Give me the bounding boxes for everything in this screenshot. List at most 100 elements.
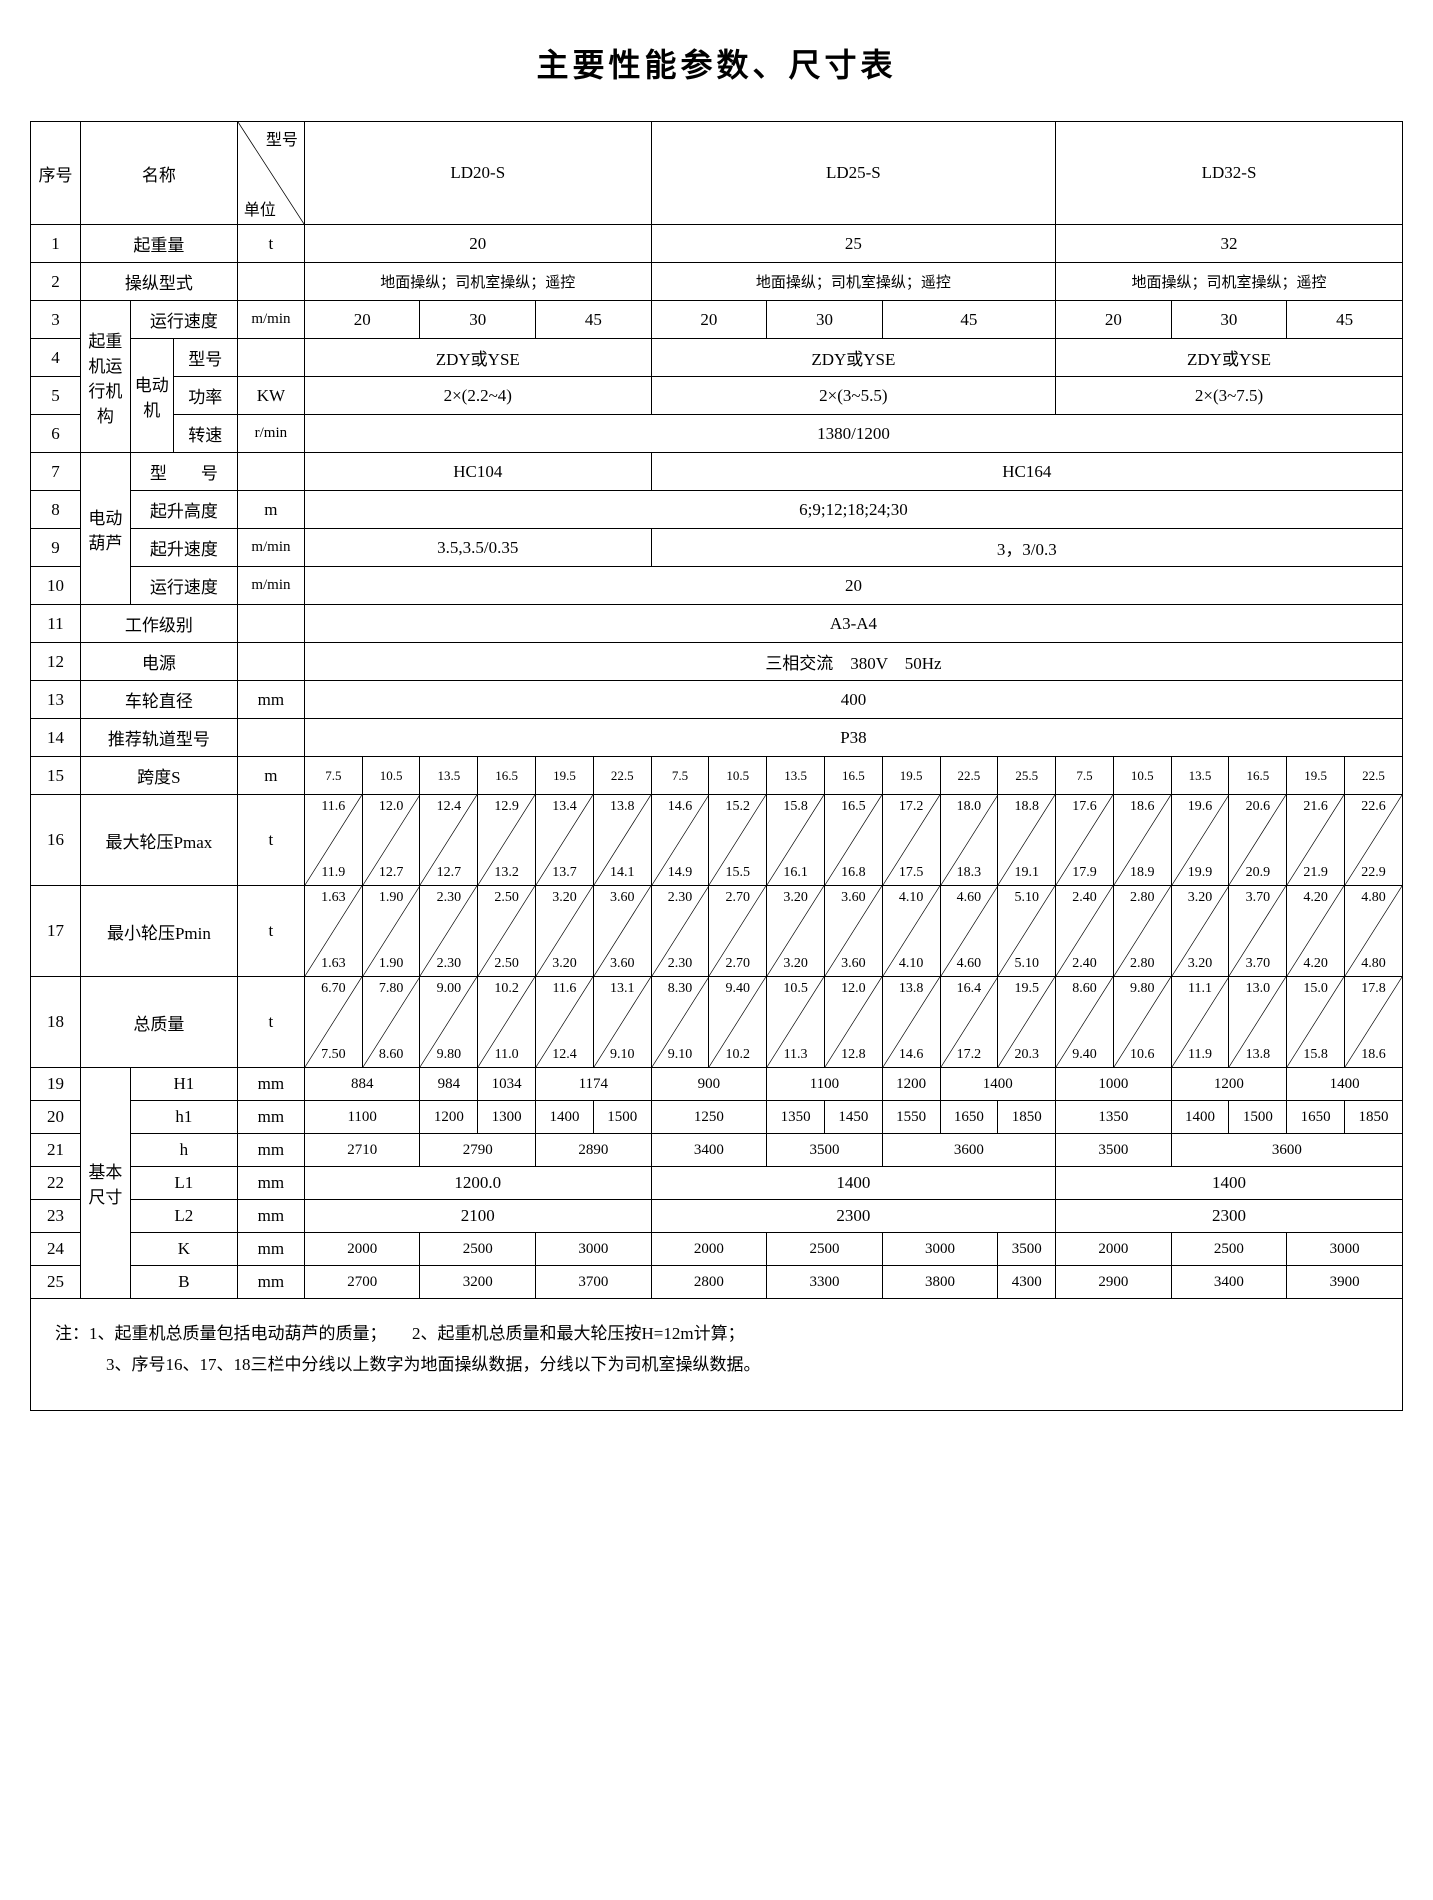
cell: 7.5 bbox=[651, 757, 709, 795]
cell: 3000 bbox=[536, 1233, 652, 1266]
split-cell: 16.417.2 bbox=[940, 977, 998, 1068]
cell: 2700 bbox=[304, 1266, 420, 1299]
cell: m/min bbox=[237, 301, 304, 339]
row-11: 11 工作级别 A3-A4 bbox=[31, 605, 1403, 643]
cell: 1500 bbox=[1229, 1101, 1287, 1134]
cell: 19 bbox=[31, 1068, 81, 1101]
cell: 2×(3~5.5) bbox=[651, 377, 1055, 415]
cell: 2900 bbox=[1056, 1266, 1172, 1299]
split-cell: 6.707.50 bbox=[304, 977, 362, 1068]
cell: 2×(2.2~4) bbox=[304, 377, 651, 415]
note-1: 1、起重机总质量包括电动葫芦的质量； bbox=[89, 1324, 378, 1343]
cell: K bbox=[130, 1233, 237, 1266]
cell: L1 bbox=[130, 1167, 237, 1200]
cell: m bbox=[237, 491, 304, 529]
cell: 1200 bbox=[882, 1068, 940, 1101]
cell: 13.5 bbox=[420, 757, 478, 795]
split-cell: 9.4010.2 bbox=[709, 977, 767, 1068]
cell: mm bbox=[237, 1233, 304, 1266]
cell: 25 bbox=[31, 1266, 81, 1299]
cell: h bbox=[130, 1134, 237, 1167]
cell: 地面操纵；司机室操纵；遥控 bbox=[304, 263, 651, 301]
cell: 20 bbox=[304, 225, 651, 263]
cell: 12 bbox=[31, 643, 81, 681]
cell: 2000 bbox=[651, 1233, 767, 1266]
split-cell: 17.617.9 bbox=[1056, 795, 1114, 886]
page-title: 主要性能参数、尺寸表 bbox=[30, 40, 1403, 86]
cell: 1100 bbox=[767, 1068, 883, 1101]
cell: 3300 bbox=[767, 1266, 883, 1299]
cell: 13.5 bbox=[1171, 757, 1229, 795]
split-cell: 11.612.4 bbox=[536, 977, 594, 1068]
cell: 工作级别 bbox=[80, 605, 237, 643]
cell: 16.5 bbox=[1229, 757, 1287, 795]
hdr-unit: 单位 bbox=[244, 196, 276, 220]
cell: 车轮直径 bbox=[80, 681, 237, 719]
cell: 1650 bbox=[940, 1101, 998, 1134]
cell: 30 bbox=[1171, 301, 1287, 339]
cell bbox=[237, 605, 304, 643]
cell: 984 bbox=[420, 1068, 478, 1101]
row-20: 20 h1 mm 1100 1200 1300 1400 1500 1250 1… bbox=[31, 1101, 1403, 1134]
row-8: 8 起升高度 m 6;9;12;18;24;30 bbox=[31, 491, 1403, 529]
split-cell: 3.603.60 bbox=[824, 886, 882, 977]
cell: 400 bbox=[304, 681, 1402, 719]
hdr-seq: 序号 bbox=[31, 122, 81, 225]
cell: 最大轮压Pmax bbox=[80, 795, 237, 886]
cell: 2000 bbox=[304, 1233, 420, 1266]
cell: 2300 bbox=[1056, 1200, 1403, 1233]
cell: 1500 bbox=[593, 1101, 651, 1134]
cell: H1 bbox=[130, 1068, 237, 1101]
row-12: 12 电源 三相交流 380V 50Hz bbox=[31, 643, 1403, 681]
cell: 3500 bbox=[998, 1233, 1056, 1266]
cell: t bbox=[237, 225, 304, 263]
cell: 24 bbox=[31, 1233, 81, 1266]
split-cell: 9.8010.6 bbox=[1113, 977, 1171, 1068]
row-5: 5 功率 KW 2×(2.2~4) 2×(3~5.5) 2×(3~7.5) bbox=[31, 377, 1403, 415]
cell: 20 bbox=[651, 301, 767, 339]
cell: 3600 bbox=[882, 1134, 1055, 1167]
cell: 884 bbox=[304, 1068, 420, 1101]
split-cell: 1.631.63 bbox=[304, 886, 362, 977]
cell: 起升速度 bbox=[130, 529, 237, 567]
cell: m/min bbox=[237, 567, 304, 605]
cell bbox=[237, 339, 304, 377]
cell: P38 bbox=[304, 719, 1402, 757]
cell: 1350 bbox=[767, 1101, 825, 1134]
cell: 2×(3~7.5) bbox=[1056, 377, 1403, 415]
cell: 1200 bbox=[1171, 1068, 1287, 1101]
row-19: 19 基本尺寸 H1 mm 884 984 1034 1174 900 1100… bbox=[31, 1068, 1403, 1101]
cell: 2 bbox=[31, 263, 81, 301]
cell: 14 bbox=[31, 719, 81, 757]
cell bbox=[237, 263, 304, 301]
cell: 20 bbox=[1056, 301, 1172, 339]
row-1: 1 起重量 t 20 25 32 bbox=[31, 225, 1403, 263]
split-cell: 11.611.9 bbox=[304, 795, 362, 886]
cell: 25.5 bbox=[998, 757, 1056, 795]
cell: 1200 bbox=[420, 1101, 478, 1134]
split-cell: 10.211.0 bbox=[478, 977, 536, 1068]
split-cell: 2.502.50 bbox=[478, 886, 536, 977]
cell: 1174 bbox=[536, 1068, 652, 1101]
cell: 转速 bbox=[173, 415, 237, 453]
row-18: 18 总质量 t 6.707.507.808.609.009.8010.211.… bbox=[31, 977, 1403, 1068]
cell: 22.5 bbox=[1344, 757, 1402, 795]
split-cell: 13.814.6 bbox=[882, 977, 940, 1068]
cell: 9 bbox=[31, 529, 81, 567]
hdr-model: 型号 bbox=[266, 126, 298, 150]
cell: 3900 bbox=[1287, 1266, 1403, 1299]
cell: 1550 bbox=[882, 1101, 940, 1134]
cell bbox=[237, 719, 304, 757]
hdr-name: 名称 bbox=[80, 122, 237, 225]
cell: 19.5 bbox=[1287, 757, 1345, 795]
split-cell: 3.203.20 bbox=[767, 886, 825, 977]
cell: mm bbox=[237, 1167, 304, 1200]
row-13: 13 车轮直径 mm 400 bbox=[31, 681, 1403, 719]
row-7: 7 电动葫芦 型 号 HC104 HC164 bbox=[31, 453, 1403, 491]
split-cell: 3.203.20 bbox=[536, 886, 594, 977]
cell: 8 bbox=[31, 491, 81, 529]
cell: 18 bbox=[31, 977, 81, 1068]
notes-prefix: 注： bbox=[55, 1324, 89, 1343]
cell: m bbox=[237, 757, 304, 795]
cell: 6 bbox=[31, 415, 81, 453]
